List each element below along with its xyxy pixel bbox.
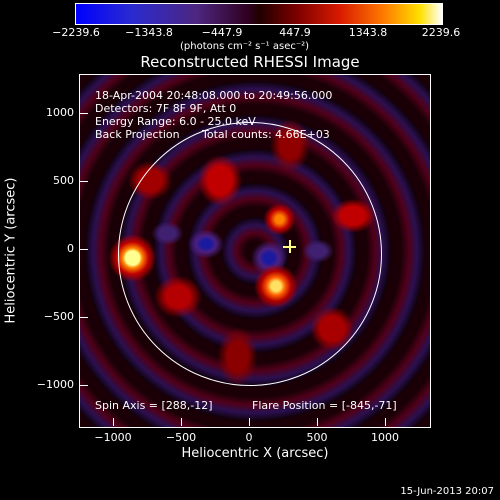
x-axis-label: Heliocentric X (arcsec) xyxy=(181,446,329,461)
x-tick-mark xyxy=(181,418,182,426)
colorbar-tick: 2239.6 xyxy=(421,26,461,39)
y-tick-mark xyxy=(80,385,88,386)
info-time: 18-Apr-2004 20:48:08.000 to 20:49:56.000 xyxy=(95,89,333,102)
info-counts: Total counts: 4.66E+03 xyxy=(202,128,330,141)
x-tick-label: 1000 xyxy=(371,431,399,444)
y-tick-mark xyxy=(80,317,88,318)
info-detectors: Detectors: 7F 8F 9F, Att 0 xyxy=(95,102,237,115)
x-tick-mark xyxy=(113,418,114,426)
image-panel: 18-Apr-2004 20:48:08.000 to 20:49:56.000… xyxy=(79,74,431,428)
info-method: Back Projection xyxy=(95,128,180,141)
colorbar-tick: 1343.8 xyxy=(348,26,388,39)
spin-axis-label: Spin Axis = [288,-12] xyxy=(95,399,213,412)
x-tick-mark xyxy=(249,418,250,426)
plot-title: Reconstructed RHESSI Image xyxy=(140,53,360,71)
colorbar-tick: 447.9 xyxy=(279,26,311,39)
x-tick-label: −500 xyxy=(165,431,197,444)
solar-limb-circle xyxy=(118,122,382,386)
y-tick-label: −500 xyxy=(43,310,74,323)
x-tick-mark xyxy=(317,418,318,426)
x-tick-label: −1000 xyxy=(94,431,132,444)
y-tick-label: 1000 xyxy=(46,106,74,119)
colorbar xyxy=(75,3,443,25)
y-tick-mark xyxy=(80,249,88,250)
colorbar-tick: −1343.8 xyxy=(125,26,173,39)
colorbar-tick: −2239.6 xyxy=(52,26,100,39)
y-tick-label: −1000 xyxy=(36,378,74,391)
x-tick-label: 500 xyxy=(306,431,328,444)
colorbar-tick: −447.9 xyxy=(201,26,243,39)
flare-position-label: Flare Position = [-845,-71] xyxy=(252,399,397,412)
colorbar-units: (photons cm⁻² s⁻¹ asec⁻²) xyxy=(180,41,310,52)
y-tick-label: 500 xyxy=(53,174,74,187)
date-stamp: 15-Jun-2013 20:07 xyxy=(400,486,494,497)
y-tick-label: 0 xyxy=(67,242,74,255)
y-axis-label: Heliocentric Y (arcsec) xyxy=(3,177,19,324)
y-tick-mark xyxy=(80,113,88,114)
info-energy: Energy Range: 6.0 - 25.0 keV xyxy=(95,115,256,128)
x-tick-mark xyxy=(385,418,386,426)
x-tick-label: 0 xyxy=(245,431,253,444)
flare-cross-v xyxy=(289,240,291,253)
y-tick-mark xyxy=(80,181,88,182)
